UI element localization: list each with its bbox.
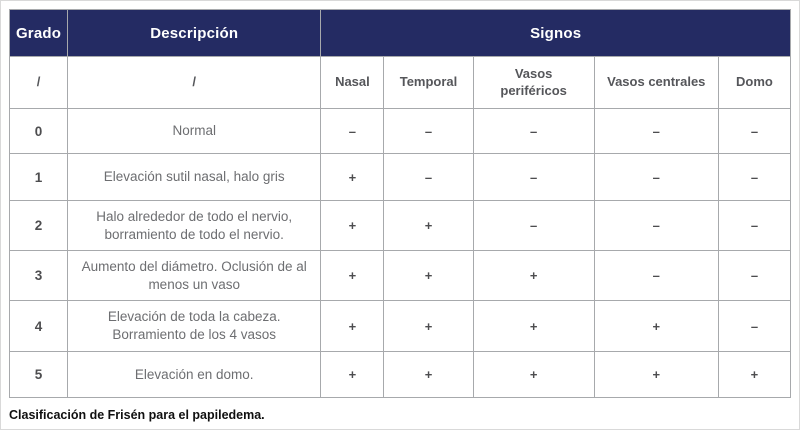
sign-cell-nasal: + <box>320 300 385 352</box>
sign-cell-vasos-perifericos: – <box>472 200 595 251</box>
table-header-row: Grado Descripción Signos <box>8 9 791 57</box>
header-cell-signos: Signos <box>320 9 791 57</box>
grade-cell: 1 <box>8 153 69 201</box>
sign-cell-vasos-centrales: – <box>593 108 719 154</box>
subheader-cell-temporal: Temporal <box>383 56 474 109</box>
table-row-grade-4: 4 Elevación de toda la cabeza. Borramien… <box>8 300 792 352</box>
grade-cell: 5 <box>8 351 69 398</box>
sign-cell-temporal: + <box>383 300 474 352</box>
table-row-grade-1: 1 Elevación sutil nasal, halo gris + – –… <box>8 153 792 201</box>
sign-cell-vasos-perifericos: + <box>472 250 595 301</box>
subheader-cell-vasos-centrales: Vasos centrales <box>593 56 719 109</box>
description-cell: Elevación sutil nasal, halo gris <box>67 153 322 201</box>
sign-cell-vasos-centrales: + <box>593 300 719 352</box>
sign-cell-nasal: + <box>320 250 385 301</box>
sign-cell-temporal: + <box>383 351 474 398</box>
sign-cell-vasos-centrales: – <box>593 200 719 251</box>
sign-cell-vasos-centrales: + <box>593 351 719 398</box>
description-cell: Normal <box>67 108 322 154</box>
sign-cell-vasos-centrales: – <box>593 153 719 201</box>
table-row-grade-0: 0 Normal – – – – – <box>8 108 792 154</box>
sign-cell-domo: + <box>717 351 792 398</box>
description-cell: Aumento del diámetro. Oclusión de al men… <box>67 250 322 301</box>
sign-cell-domo: – <box>717 200 792 251</box>
table-row-grade-5: 5 Elevación en domo. + + + + + <box>8 351 792 398</box>
sign-cell-vasos-centrales: – <box>593 250 719 301</box>
header-cell-descripcion: Descripción <box>67 9 322 57</box>
sign-cell-vasos-perifericos: – <box>472 108 595 154</box>
sign-cell-temporal: + <box>383 250 474 301</box>
table-row-grade-2: 2 Halo alrededor de todo el nervio, borr… <box>8 200 792 251</box>
subheader-cell-grado: / <box>8 56 69 109</box>
sign-cell-nasal: + <box>320 153 385 201</box>
sign-cell-temporal: – <box>383 108 474 154</box>
subheader-cell-vasos-perifericos: Vasos periféricos <box>472 56 595 109</box>
sign-cell-nasal: + <box>320 200 385 251</box>
grade-cell: 2 <box>8 200 69 251</box>
sign-cell-temporal: – <box>383 153 474 201</box>
table-row-grade-3: 3 Aumento del diámetro. Oclusión de al m… <box>8 250 792 301</box>
description-cell: Halo alrededor de todo el nervio, borram… <box>67 200 322 251</box>
sign-cell-nasal: – <box>320 108 385 154</box>
grade-cell: 3 <box>8 250 69 301</box>
sign-cell-temporal: + <box>383 200 474 251</box>
table-subheader-row: / / Nasal Temporal Vasos periféricos Vas… <box>8 56 792 109</box>
sign-cell-vasos-perifericos: – <box>472 153 595 201</box>
sign-cell-domo: – <box>717 300 792 352</box>
figure-caption: Clasificación de Frisén para el papilede… <box>9 408 265 422</box>
sign-cell-nasal: + <box>320 351 385 398</box>
header-cell-grado: Grado <box>8 9 69 57</box>
grade-cell: 4 <box>8 300 69 352</box>
subheader-cell-descripcion: / <box>67 56 322 109</box>
subheader-cell-domo: Domo <box>717 56 792 109</box>
sign-cell-vasos-perifericos: + <box>472 300 595 352</box>
subheader-cell-nasal: Nasal <box>320 56 385 109</box>
description-cell: Elevación en domo. <box>67 351 322 398</box>
sign-cell-vasos-perifericos: + <box>472 351 595 398</box>
description-cell: Elevación de toda la cabeza. Borramiento… <box>67 300 322 352</box>
grade-cell: 0 <box>8 108 69 154</box>
sign-cell-domo: – <box>717 108 792 154</box>
sign-cell-domo: – <box>717 250 792 301</box>
frisen-classification-table: Grado Descripción Signos / / Nasal Tempo… <box>8 9 792 398</box>
sign-cell-domo: – <box>717 153 792 201</box>
